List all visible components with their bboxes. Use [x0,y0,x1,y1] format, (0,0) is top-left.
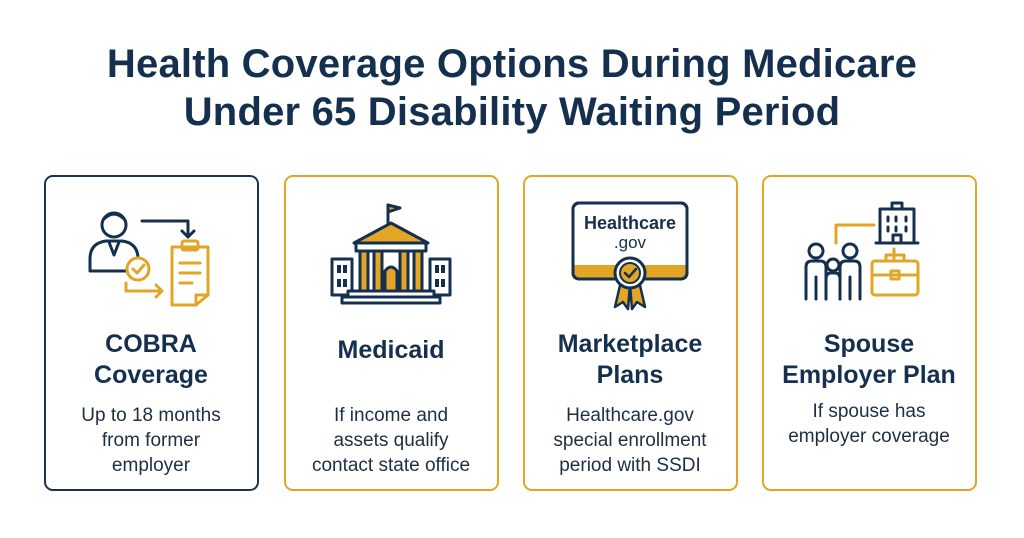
card-description-line-1: Up to 18 months [81,405,221,426]
certificate-text-line-2: .gov [614,233,647,252]
card-medicaid: Medicaid If income and assets qualify co… [284,175,499,491]
card-title: Marketplace Plans [525,329,735,391]
card-title-line-1: Medicaid [337,336,445,364]
card-description: Healthcare.gov special enrollment period… [533,403,727,478]
government-building-icon [286,199,496,319]
card-title: COBRA Coverage [46,329,256,391]
certificate-text-line-1: Healthcare [584,213,676,233]
card-title: Spouse Employer Plan [764,329,974,391]
card-title-line-2: Employer Plan [782,361,956,389]
card-description: If income and assets qualify contact sta… [294,403,488,478]
card-title: Medicaid [286,335,496,366]
card-description-line-1: Healthcare.gov [566,405,694,426]
card-cobra: COBRA Coverage Up to 18 months from form… [44,175,259,491]
card-description: If spouse has employer coverage [772,399,966,449]
card-title-line-1: Spouse [823,330,915,358]
person-document-transfer-icon [46,199,256,319]
card-title-line-1: Marketplace [557,330,703,358]
healthcare-gov-certificate-icon: Healthcare .gov [525,199,735,319]
card-title-line-2: Plans [596,361,664,389]
family-employer-icon [764,199,974,319]
page-title: Health Coverage Options During Medicare … [0,40,1024,136]
card-description-line-2: assets qualify [333,430,449,451]
card-spouse-employer: Spouse Employer Plan If spouse has emplo… [762,175,977,491]
card-description-line-3: employer [111,455,191,476]
card-description-line-1: If income and [333,405,449,426]
page-title-line-2: Under 65 Disability Waiting Period [183,90,841,134]
card-description-line-3: period with SSDI [559,455,701,476]
card-description-line-1: If spouse has [812,401,926,422]
card-title-line-1: COBRA [105,330,197,358]
coverage-options: COBRA Coverage Up to 18 months from form… [44,175,984,495]
card-description: Up to 18 months from former employer [54,403,248,478]
card-title-line-2: Coverage [94,361,208,389]
page-title-line-1: Health Coverage Options During Medicare [106,42,918,86]
card-description-line-2: from former [101,430,201,451]
card-description-line-3: contact state office [311,455,471,476]
card-description-line-2: employer coverage [788,426,950,447]
card-marketplace: Healthcare .gov Marketplace Plans Health… [523,175,738,491]
card-description-line-2: special enrollment [553,430,707,451]
